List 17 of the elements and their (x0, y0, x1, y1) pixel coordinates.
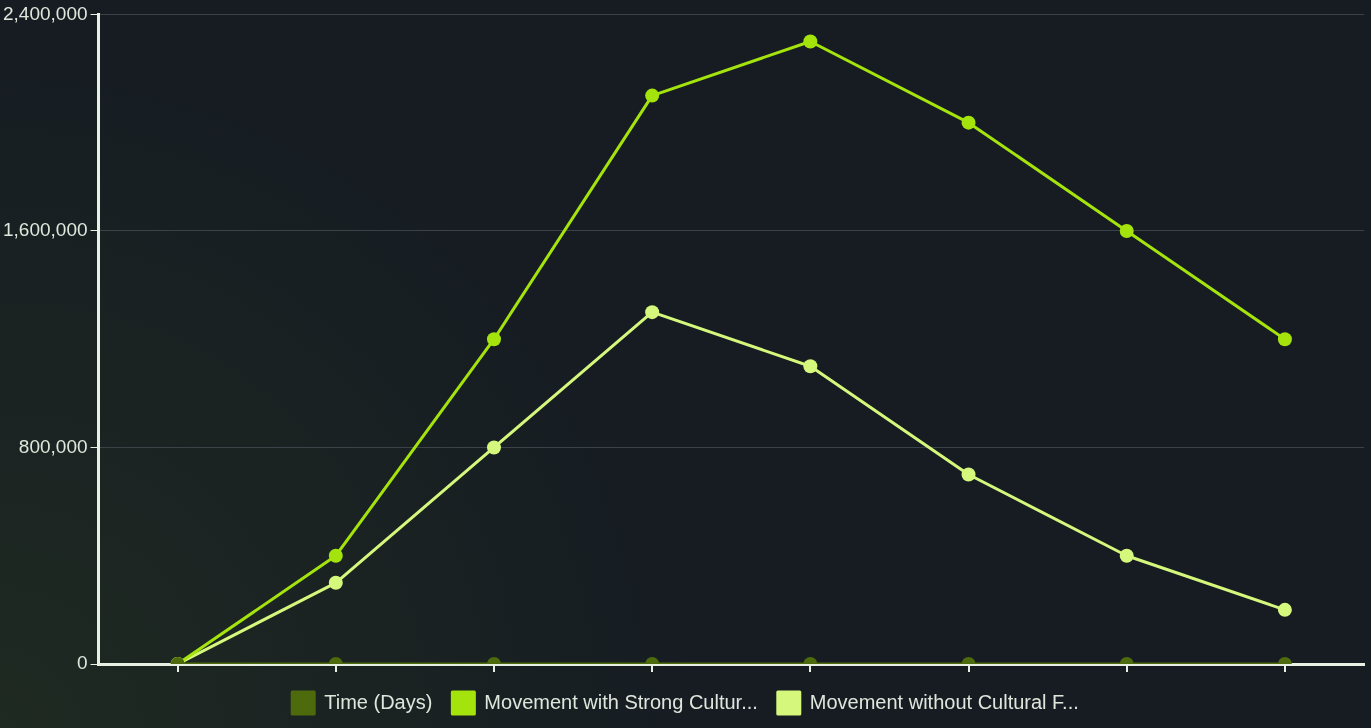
point (803, 359, 818, 374)
y-tick-label: 2,400,000 (2, 2, 88, 24)
point (961, 115, 976, 130)
point (486, 440, 501, 455)
point (1277, 332, 1292, 347)
legend-label: Time (Days) (324, 690, 433, 713)
point (961, 467, 976, 482)
legend-label: Movement without Cultural F... (809, 690, 1079, 713)
y-tick-label: 0 (76, 652, 88, 674)
point (645, 305, 660, 320)
point (486, 332, 501, 347)
y-tick-label: 800,000 (18, 435, 88, 457)
point (803, 34, 818, 49)
point (645, 88, 660, 103)
y-tick-label: 1,600,000 (2, 219, 88, 241)
legend-label: Movement with Strong Cultur... (484, 690, 758, 713)
point (1119, 223, 1134, 238)
